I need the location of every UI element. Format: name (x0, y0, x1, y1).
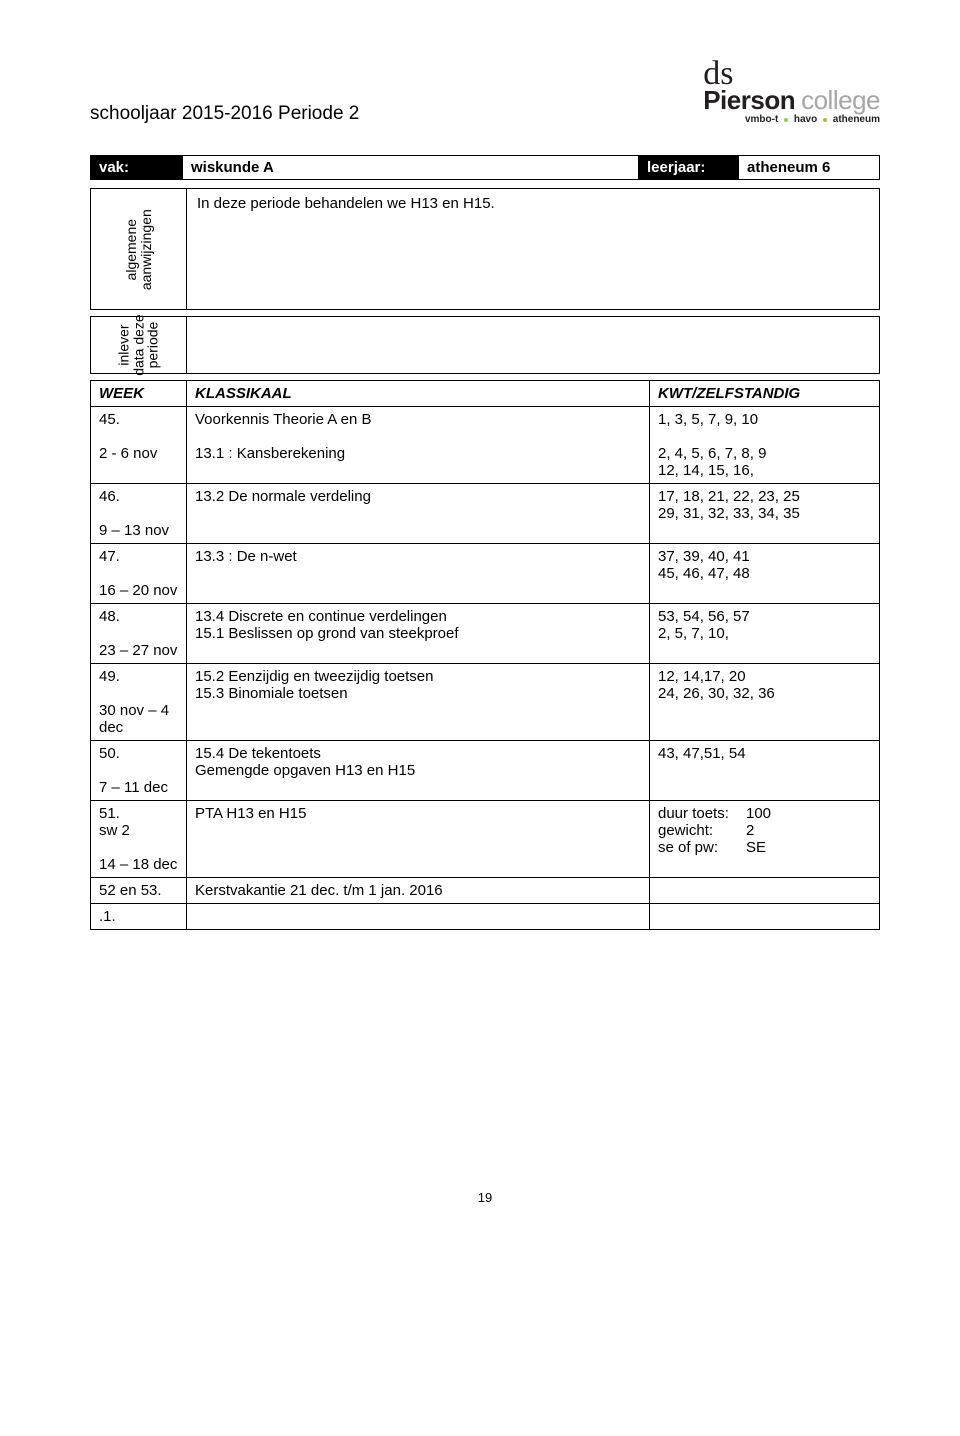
cell-kwt: 17, 18, 21, 22, 23, 25 29, 31, 32, 33, 3… (650, 484, 880, 544)
cell-kwt: duur toets:100gewicht:2se of pw:SE (650, 801, 880, 878)
cell-week: .1. (91, 904, 187, 930)
page-number: 19 (90, 1190, 880, 1205)
cell-week: 46. 9 – 13 nov (91, 484, 187, 544)
schedule-table: WEEK KLASSIKAAL KWT/ZELFSTANDIG 45. 2 - … (90, 380, 880, 930)
school-year: schooljaar 2015-2016 Periode 2 (90, 103, 359, 125)
table-row: 45. 2 - 6 novVoorkennis Theorie A en B 1… (91, 407, 880, 484)
logo-bold: Pierson (703, 87, 795, 113)
cell-kwt (650, 904, 880, 930)
cell-klassikaal: 13.2 De normale verdeling (187, 484, 650, 544)
algemene-row: algemene aanwijzingen In deze periode be… (90, 188, 880, 310)
table-row: 46. 9 – 13 nov13.2 De normale verdeling1… (91, 484, 880, 544)
inlever-content (187, 317, 879, 373)
cell-kwt: 53, 54, 56, 57 2, 5, 7, 10, (650, 604, 880, 664)
table-row: .1. (91, 904, 880, 930)
cell-kwt: 12, 14,17, 20 24, 26, 30, 32, 36 (650, 664, 880, 741)
cell-week: 47. 16 – 20 nov (91, 544, 187, 604)
cell-kwt (650, 878, 880, 904)
table-row: 51. sw 2 14 – 18 decPTA H13 en H15duur t… (91, 801, 880, 878)
logo: ds Pierson college vmbo-t havo atheneum (703, 60, 880, 125)
cell-klassikaal: 13.3 : De n-wet (187, 544, 650, 604)
logo-subtitle: vmbo-t havo atheneum (703, 115, 880, 125)
cell-kwt: 1, 3, 5, 7, 9, 10 2, 4, 5, 6, 7, 8, 9 12… (650, 407, 880, 484)
th-klassikaal: KLASSIKAAL (187, 381, 650, 407)
cell-week: 48. 23 – 27 nov (91, 604, 187, 664)
th-week: WEEK (91, 381, 187, 407)
table-row: 52 en 53.Kerstvakantie 21 dec. t/m 1 jan… (91, 878, 880, 904)
leerjaar-label: leerjaar: (639, 156, 739, 179)
algemene-label: algemene aanwijzingen (91, 189, 187, 309)
cell-week: 51. sw 2 14 – 18 dec (91, 801, 187, 878)
table-row: 48. 23 – 27 nov13.4 Discrete en continue… (91, 604, 880, 664)
cell-klassikaal: PTA H13 en H15 (187, 801, 650, 878)
inlever-label: inlever data deze periode (91, 317, 187, 373)
cell-klassikaal (187, 904, 650, 930)
cell-week: 52 en 53. (91, 878, 187, 904)
vak-label: vak: (91, 156, 183, 179)
table-row: 49. 30 nov – 4 dec15.2 Eenzijdig en twee… (91, 664, 880, 741)
th-kwt: KWT/ZELFSTANDIG (650, 381, 880, 407)
cell-klassikaal: Voorkennis Theorie A en B 13.1 : Kansber… (187, 407, 650, 484)
cell-week: 49. 30 nov – 4 dec (91, 664, 187, 741)
cell-week: 50. 7 – 11 dec (91, 741, 187, 801)
table-row: 47. 16 – 20 nov13.3 : De n-wet37, 39, 40… (91, 544, 880, 604)
cell-klassikaal: 15.2 Eenzijdig en tweezijdig toetsen 15.… (187, 664, 650, 741)
cell-klassikaal: 13.4 Discrete en continue verdelingen 15… (187, 604, 650, 664)
cell-klassikaal: Kerstvakantie 21 dec. t/m 1 jan. 2016 (187, 878, 650, 904)
algemene-content: In deze periode behandelen we H13 en H15… (187, 189, 879, 309)
cell-klassikaal: 15.4 De tekentoets Gemengde opgaven H13 … (187, 741, 650, 801)
leerjaar-value: atheneum 6 (739, 156, 879, 179)
logo-light: college (801, 87, 880, 113)
cell-kwt: 37, 39, 40, 41 45, 46, 47, 48 (650, 544, 880, 604)
logo-script: ds (703, 60, 733, 87)
cell-week: 45. 2 - 6 nov (91, 407, 187, 484)
subject-bar: vak: wiskunde A leerjaar: atheneum 6 (90, 155, 880, 180)
table-row: 50. 7 – 11 dec15.4 De tekentoets Gemengd… (91, 741, 880, 801)
cell-kwt: 43, 47,51, 54 (650, 741, 880, 801)
inlever-row: inlever data deze periode (90, 316, 880, 374)
page-header: schooljaar 2015-2016 Periode 2 ds Pierso… (90, 60, 880, 125)
vak-value: wiskunde A (183, 156, 639, 179)
